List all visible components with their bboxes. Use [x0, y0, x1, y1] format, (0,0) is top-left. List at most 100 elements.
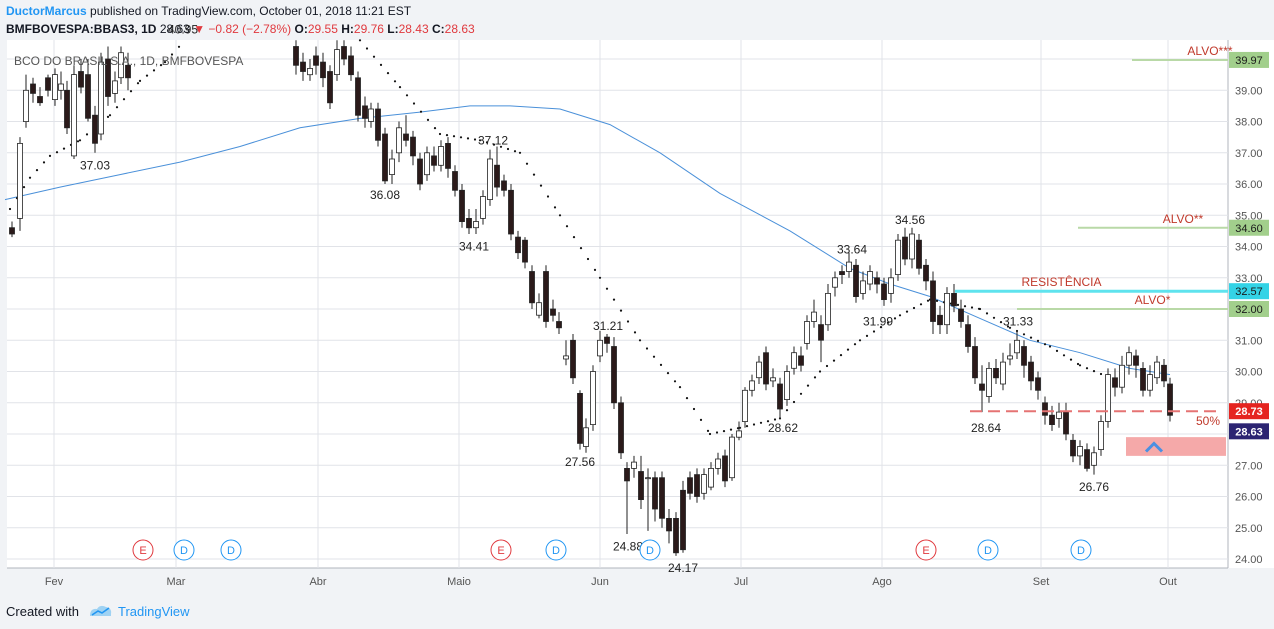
candle-down — [1133, 355, 1139, 366]
tradingview-link[interactable]: TradingView — [118, 604, 190, 619]
sar-dot — [1085, 367, 1089, 370]
plot-area[interactable] — [7, 40, 1228, 568]
candle-down — [78, 71, 84, 88]
sar-dot — [586, 257, 590, 261]
dividend-marker[interactable] — [1070, 539, 1092, 561]
sar-dot — [42, 161, 46, 164]
point-label: 31.99 — [863, 315, 893, 329]
sar-dot — [858, 339, 862, 342]
sar-dot — [48, 154, 52, 157]
sar-dot — [722, 430, 726, 433]
event-marker-label: D — [552, 545, 560, 557]
sar-dot — [729, 428, 733, 431]
sar-dot — [426, 118, 430, 121]
candle-down — [624, 467, 630, 482]
price-badges: 39.97 34.60 32.57 32.00 28.73 28.63 — [1229, 51, 1269, 440]
y-tick-label: 33.00 — [1235, 273, 1263, 285]
candle-up — [749, 380, 755, 391]
candle-up — [1056, 411, 1062, 419]
sar-dot — [612, 298, 616, 301]
sar-dot — [645, 347, 649, 350]
candle-up — [811, 311, 817, 322]
sar-dot — [879, 326, 883, 329]
symbol-label[interactable]: BMFBOVESPA:BBAS3, 1D — [6, 22, 157, 36]
sar-dot — [685, 397, 689, 400]
point-label: 34.56 — [895, 213, 925, 227]
down-arrow-icon: ▼ — [193, 22, 206, 36]
point-label: 37.03 — [80, 158, 110, 172]
sar-dot — [1022, 333, 1026, 336]
level-badge-value: 32.00 — [1235, 304, 1263, 316]
point-label: 34.41 — [459, 240, 489, 254]
x-tick-label: Mar — [167, 576, 186, 588]
sar-dot — [473, 138, 477, 141]
sar-dot — [152, 69, 156, 72]
candle-down — [410, 136, 416, 157]
up-arrow-icon — [1144, 441, 1164, 453]
sar-dot — [492, 143, 496, 146]
sar-dot — [1078, 364, 1082, 367]
candle-down — [508, 189, 514, 235]
candle-down — [1112, 377, 1118, 388]
y-tick-label: 34.00 — [1235, 242, 1263, 254]
footer: Created with TradingView — [0, 596, 1274, 629]
earnings-marker[interactable] — [490, 539, 512, 561]
candle-up — [986, 367, 992, 397]
dividend-marker[interactable] — [545, 539, 567, 561]
candle-up — [909, 233, 915, 260]
sar-dot — [1062, 354, 1066, 357]
sar-dot — [935, 299, 939, 302]
y-tick-label: 31.00 — [1235, 335, 1263, 347]
level-badge-value: 32.57 — [1235, 286, 1263, 298]
sar-dot — [633, 331, 637, 334]
price-badge-value: 28.63 — [1235, 426, 1263, 438]
candle-up — [597, 339, 603, 357]
candle-down — [798, 355, 804, 366]
candle-down — [543, 271, 549, 322]
x-tick-label: Fev — [45, 576, 64, 588]
sar-dot — [818, 370, 822, 373]
candle-up — [645, 477, 651, 480]
author-link[interactable]: DuctorMarcus — [6, 4, 87, 18]
sar-dot — [372, 55, 376, 58]
candle-down — [673, 518, 679, 554]
publish-info: DuctorMarcus published on TradingView.co… — [6, 4, 411, 18]
sar-dot — [773, 418, 777, 421]
point-label: 24.88 — [613, 540, 643, 554]
dividend-marker[interactable] — [220, 539, 242, 561]
sar-dot — [499, 145, 503, 148]
price-change: −0.82 (−2.78%) — [208, 22, 292, 36]
candle-down — [680, 489, 686, 551]
candle-up — [1098, 421, 1104, 451]
candle-down — [556, 321, 562, 329]
candle-down — [313, 55, 319, 66]
sar-dot — [485, 141, 489, 144]
y-tick-label: 35.00 — [1235, 210, 1263, 222]
candle-down — [30, 83, 36, 94]
candle-down — [722, 455, 728, 482]
tradingview-logo-icon — [90, 605, 112, 616]
sar-dot — [55, 151, 59, 154]
point-label: 27.56 — [565, 455, 595, 469]
candle-up — [1154, 361, 1160, 379]
sar-dot — [445, 134, 449, 137]
dividend-marker[interactable] — [977, 539, 999, 561]
sar-dot — [666, 372, 670, 375]
sar-dot — [478, 139, 482, 142]
candle-down — [687, 477, 693, 494]
dividend-marker[interactable] — [639, 539, 661, 561]
earnings-marker[interactable] — [915, 539, 937, 561]
sar-dot — [1055, 349, 1059, 352]
candle-up — [825, 292, 831, 326]
candle-up — [846, 261, 852, 272]
sar-dot — [62, 147, 66, 150]
fib-50-label: 50% — [1196, 414, 1220, 428]
dividend-marker[interactable] — [173, 539, 195, 561]
sar-dot — [76, 140, 80, 143]
price-badge-value: 28.73 — [1235, 406, 1263, 418]
candle-down — [577, 392, 583, 444]
sar-dot — [978, 307, 982, 311]
sar-dot — [673, 380, 677, 383]
earnings-marker[interactable] — [132, 539, 154, 561]
